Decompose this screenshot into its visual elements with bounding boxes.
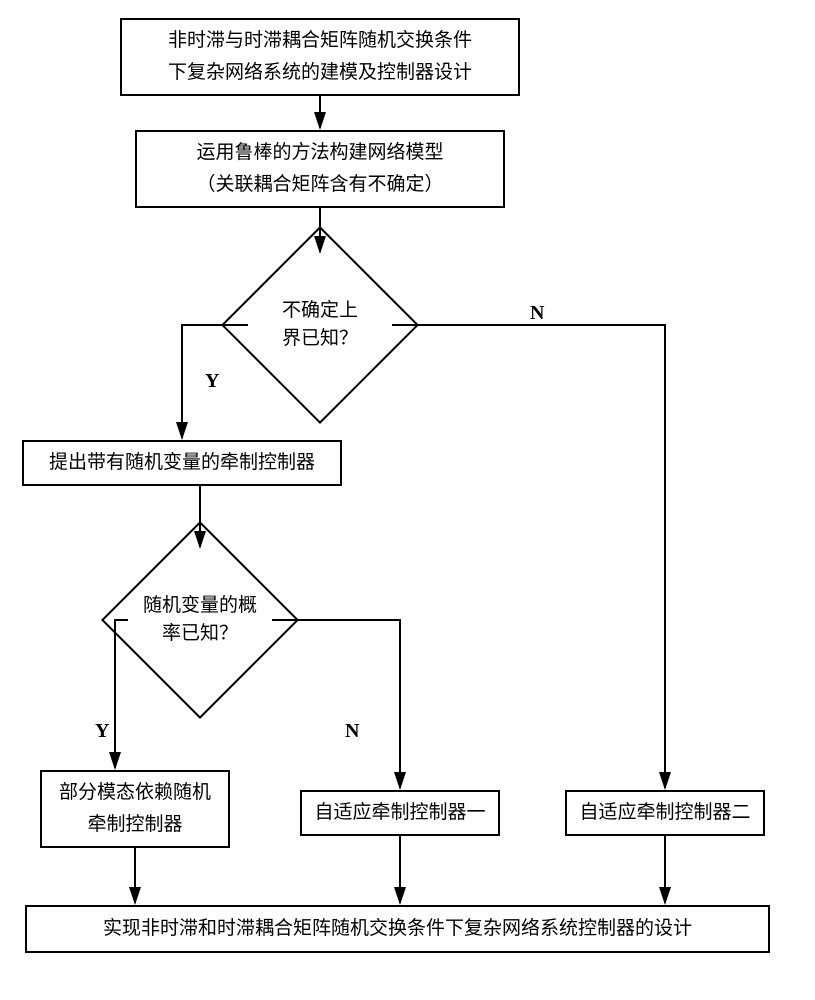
node-start: 非时滞与时滞耦合矩阵随机交换条件下复杂网络系统的建模及控制器设计 [120, 18, 520, 96]
node-text: 部分模态依赖随机牵制控制器 [59, 777, 211, 842]
label-no-2: N [345, 720, 359, 743]
decision-probability: 随机变量的概率已知？ [130, 550, 270, 690]
node-text: 提出带有随机变量的牵制控制器 [49, 447, 315, 479]
diamond-text: 随机变量的概率已知？ [130, 550, 270, 690]
node-adaptive-1: 自适应牵制控制器一 [300, 790, 500, 836]
node-final: 实现非时滞和时滞耦合矩阵随机交换条件下复杂网络系统控制器的设计 [25, 905, 770, 953]
diamond-text: 不确定上界已知？ [250, 255, 390, 395]
label-no-1: N [530, 302, 544, 325]
node-text: 不确定上界已知？ [282, 297, 358, 354]
label-text: N [345, 720, 359, 742]
node-text: 随机变量的概率已知？ [143, 592, 257, 649]
decision-upper-bound: 不确定上界已知？ [250, 255, 390, 395]
label-yes-1: Y [205, 370, 219, 393]
node-partial-mode: 部分模态依赖随机牵制控制器 [40, 770, 230, 848]
label-text: N [530, 302, 544, 324]
node-text: 非时滞与时滞耦合矩阵随机交换条件下复杂网络系统的建模及控制器设计 [168, 25, 472, 90]
label-text: Y [205, 370, 219, 392]
node-adaptive-2: 自适应牵制控制器二 [565, 790, 765, 836]
label-yes-2: Y [95, 720, 109, 743]
node-text: 实现非时滞和时滞耦合矩阵随机交换条件下复杂网络系统控制器的设计 [103, 913, 692, 945]
node-text: 运用鲁棒的方法构建网络模型（关联耦合矩阵含有不确定） [196, 137, 443, 202]
label-text: Y [95, 720, 109, 742]
node-model: 运用鲁棒的方法构建网络模型（关联耦合矩阵含有不确定） [135, 130, 505, 208]
node-text: 自适应牵制控制器二 [579, 797, 750, 829]
node-text: 自适应牵制控制器一 [314, 797, 485, 829]
node-pinning-controller: 提出带有随机变量的牵制控制器 [22, 440, 342, 486]
